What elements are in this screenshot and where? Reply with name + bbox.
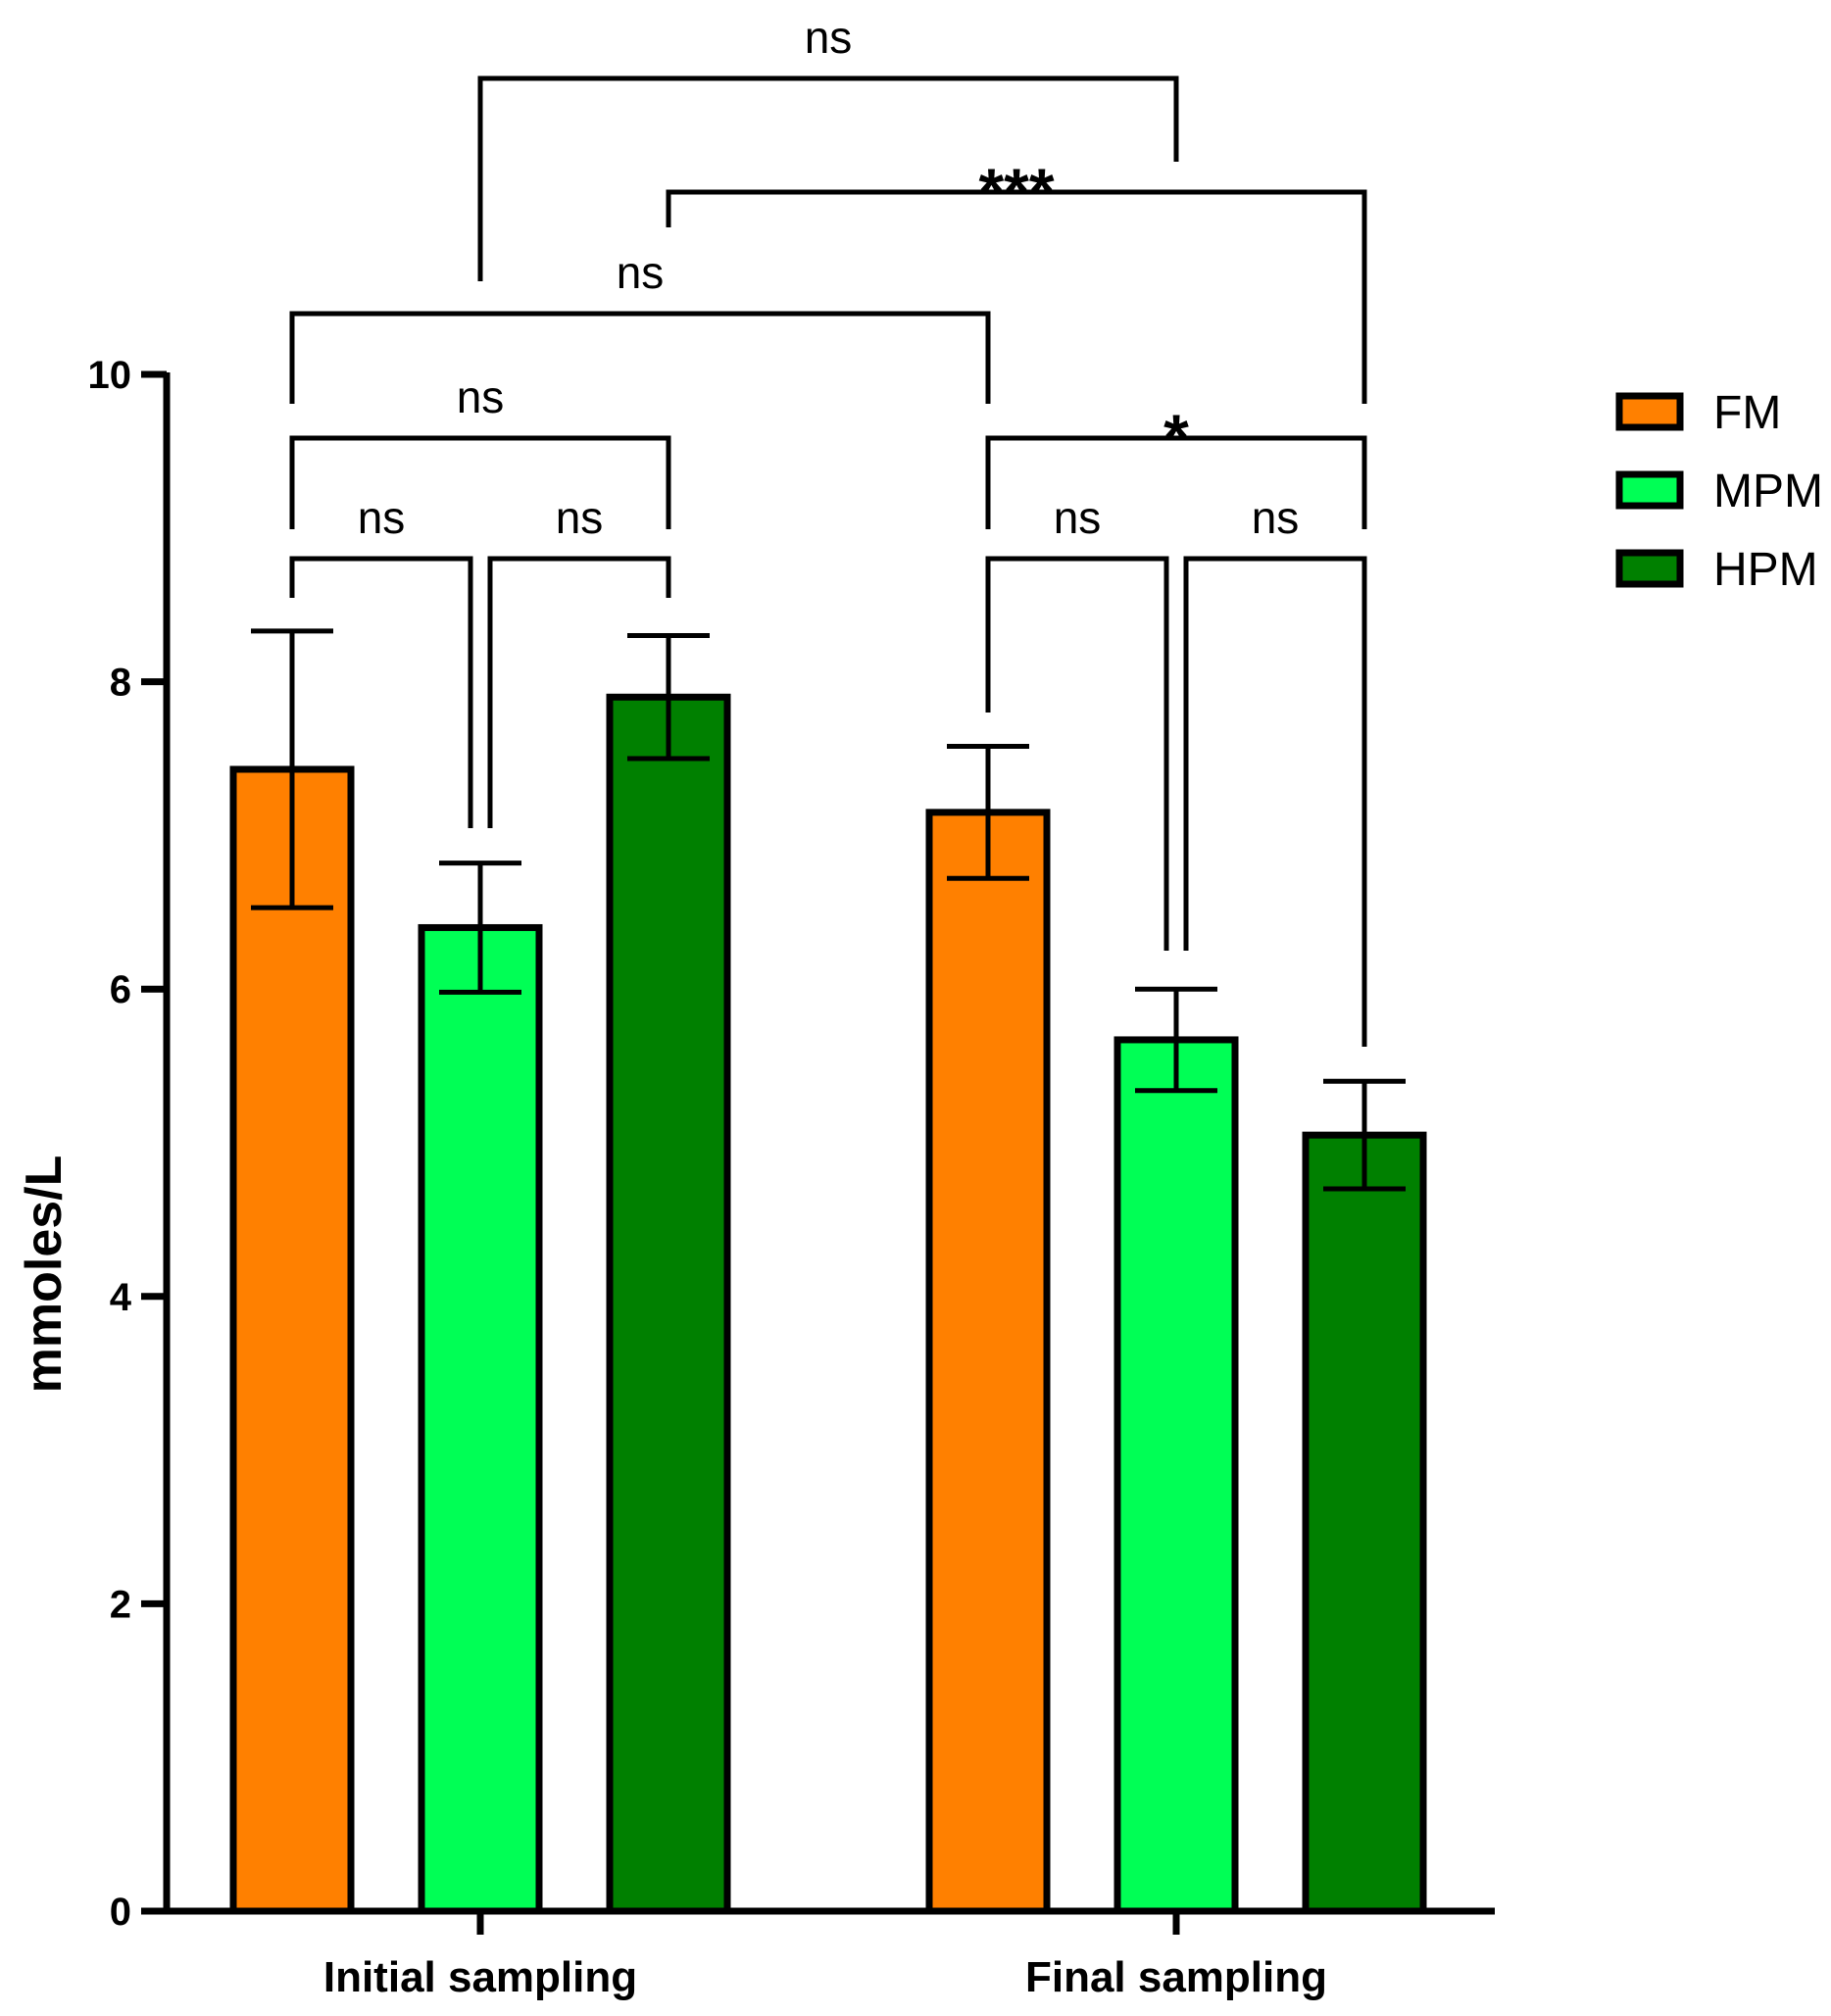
legend-swatch-hpm	[1615, 549, 1684, 588]
legend-label-fm: FM	[1713, 387, 1781, 439]
y-tick-label: 8	[110, 662, 131, 705]
significance-brackets: ns ns ns ns ns * ns *** ns	[289, 12, 1367, 1047]
significance-bracket	[985, 435, 1367, 529]
y-axis-label: mmoles/L	[16, 1156, 73, 1394]
significance-label: ns	[1054, 492, 1102, 543]
plot-area: 0 2 4 6 8 10 Initial sampling Final sampling	[88, 354, 1495, 2001]
bar-fm	[925, 809, 1051, 1915]
significance-label: ns	[358, 492, 406, 543]
bar-hpm	[606, 693, 731, 1915]
significance-bracket	[985, 556, 1169, 951]
legend: FM MPM HPM	[1615, 387, 1823, 596]
legend-swatch-fm	[1615, 392, 1684, 431]
significance-bracket	[289, 311, 991, 404]
significance-bracket	[289, 435, 671, 529]
bar-mpm	[418, 923, 543, 1915]
y-tick-label: 10	[88, 354, 132, 397]
significance-label: ns	[457, 371, 505, 422]
significance-bracket	[289, 556, 473, 828]
bar-mpm	[1113, 1036, 1239, 1915]
y-tick-label: 2	[110, 1583, 131, 1626]
bar-fm	[229, 765, 355, 1915]
bar-hpm	[1302, 1131, 1427, 1915]
significance-label: ns	[617, 247, 665, 298]
significance-bracket	[487, 556, 671, 828]
significance-label: ns	[556, 492, 604, 543]
y-tick-label: 0	[110, 1891, 131, 1934]
y-tick-label: 6	[110, 968, 131, 1011]
significance-label: ns	[1252, 492, 1300, 543]
significance-label: *	[1163, 401, 1189, 473]
significance-bracket	[1183, 556, 1367, 1047]
significance-bracket	[477, 75, 1179, 281]
x-tick-label: Initial sampling	[323, 1953, 637, 2001]
legend-label-hpm: HPM	[1713, 544, 1818, 596]
significance-label: ns	[805, 12, 853, 63]
significance-label: ***	[978, 155, 1054, 227]
legend-label-mpm: MPM	[1713, 466, 1823, 517]
significance-bracket	[666, 189, 1367, 404]
x-tick-label: Final sampling	[1025, 1953, 1327, 2001]
y-tick-label: 4	[110, 1276, 132, 1319]
legend-swatch-mpm	[1615, 470, 1684, 510]
